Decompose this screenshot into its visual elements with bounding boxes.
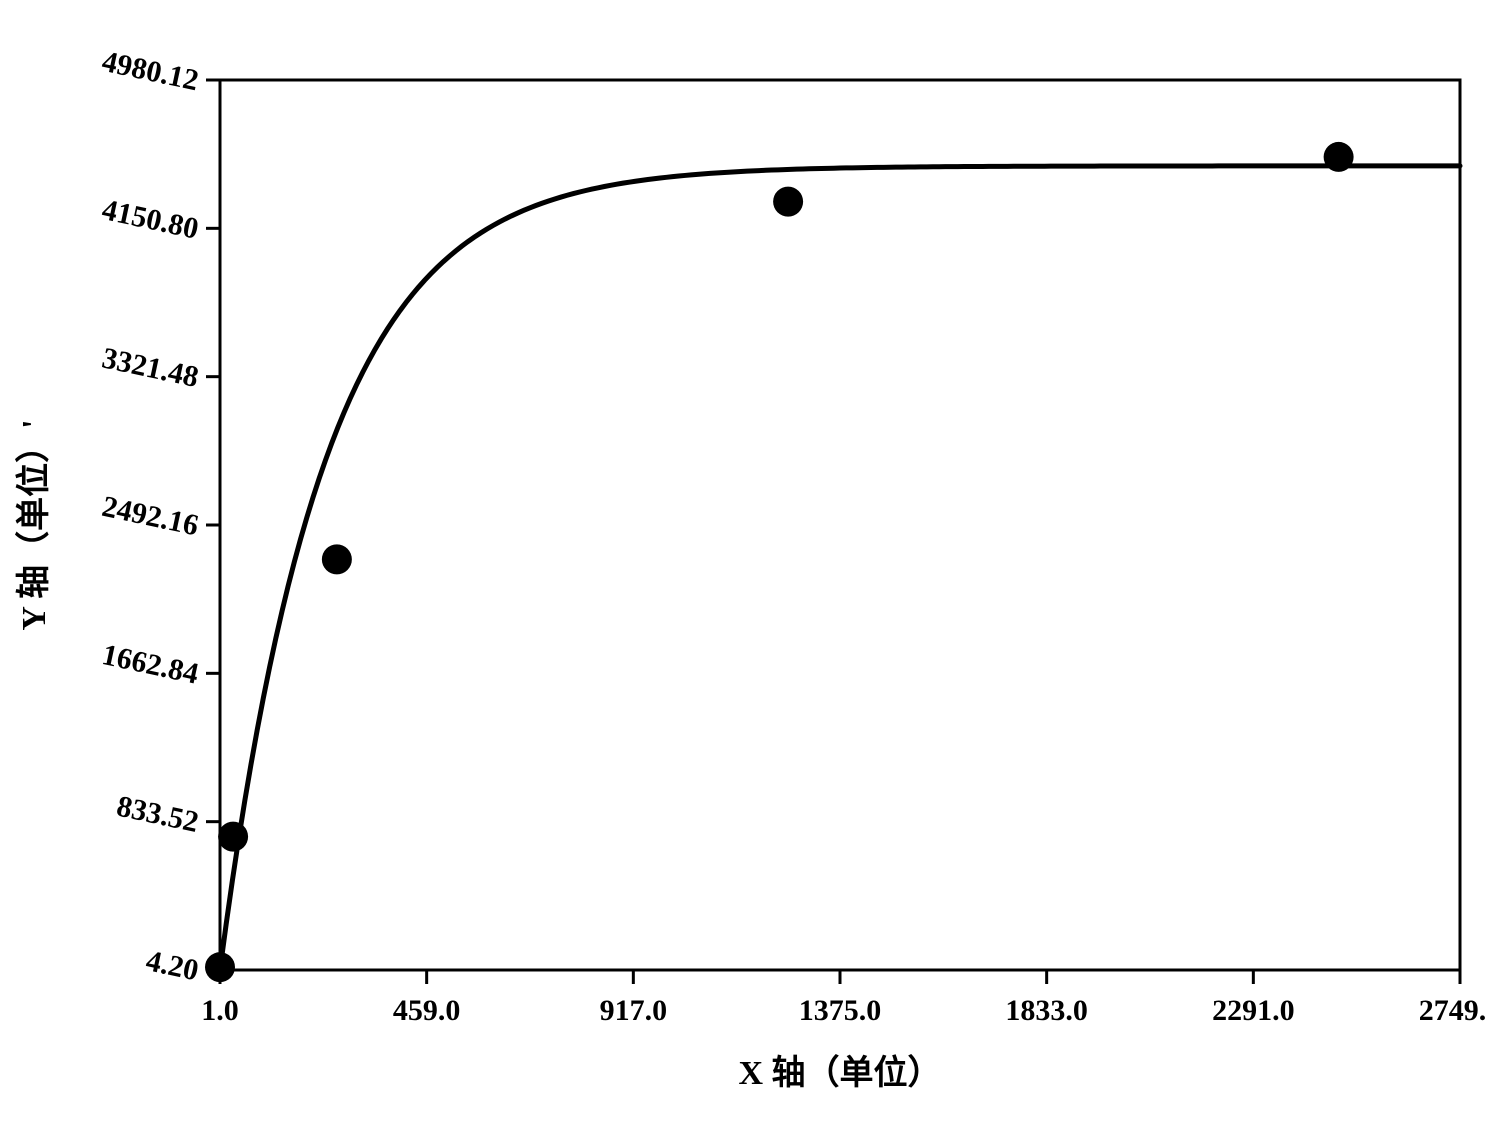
x-tick-label: 459.0 — [393, 994, 461, 1027]
saturation-chart: 1.0459.0917.01375.01833.02291.02749.04.2… — [0, 0, 1487, 1131]
x-tick-label: 917.0 — [600, 994, 668, 1027]
x-tick-label: 1375.0 — [799, 994, 882, 1027]
data-point — [322, 544, 352, 574]
x-axis-label: X 轴（单位） — [738, 1053, 941, 1092]
y-axis-label: Y 轴（单位）' — [14, 419, 53, 630]
x-tick-label: 1.0 — [201, 994, 239, 1027]
chart-container: 1.0459.0917.01375.01833.02291.02749.04.2… — [0, 0, 1487, 1131]
x-tick-label: 1833.0 — [1005, 994, 1088, 1027]
x-tick-label: 2291.0 — [1212, 994, 1295, 1027]
data-point — [205, 952, 235, 982]
x-tick-label: 2749.0 — [1419, 994, 1487, 1027]
data-point — [773, 187, 803, 217]
data-point — [218, 822, 248, 852]
data-point — [1324, 142, 1354, 172]
